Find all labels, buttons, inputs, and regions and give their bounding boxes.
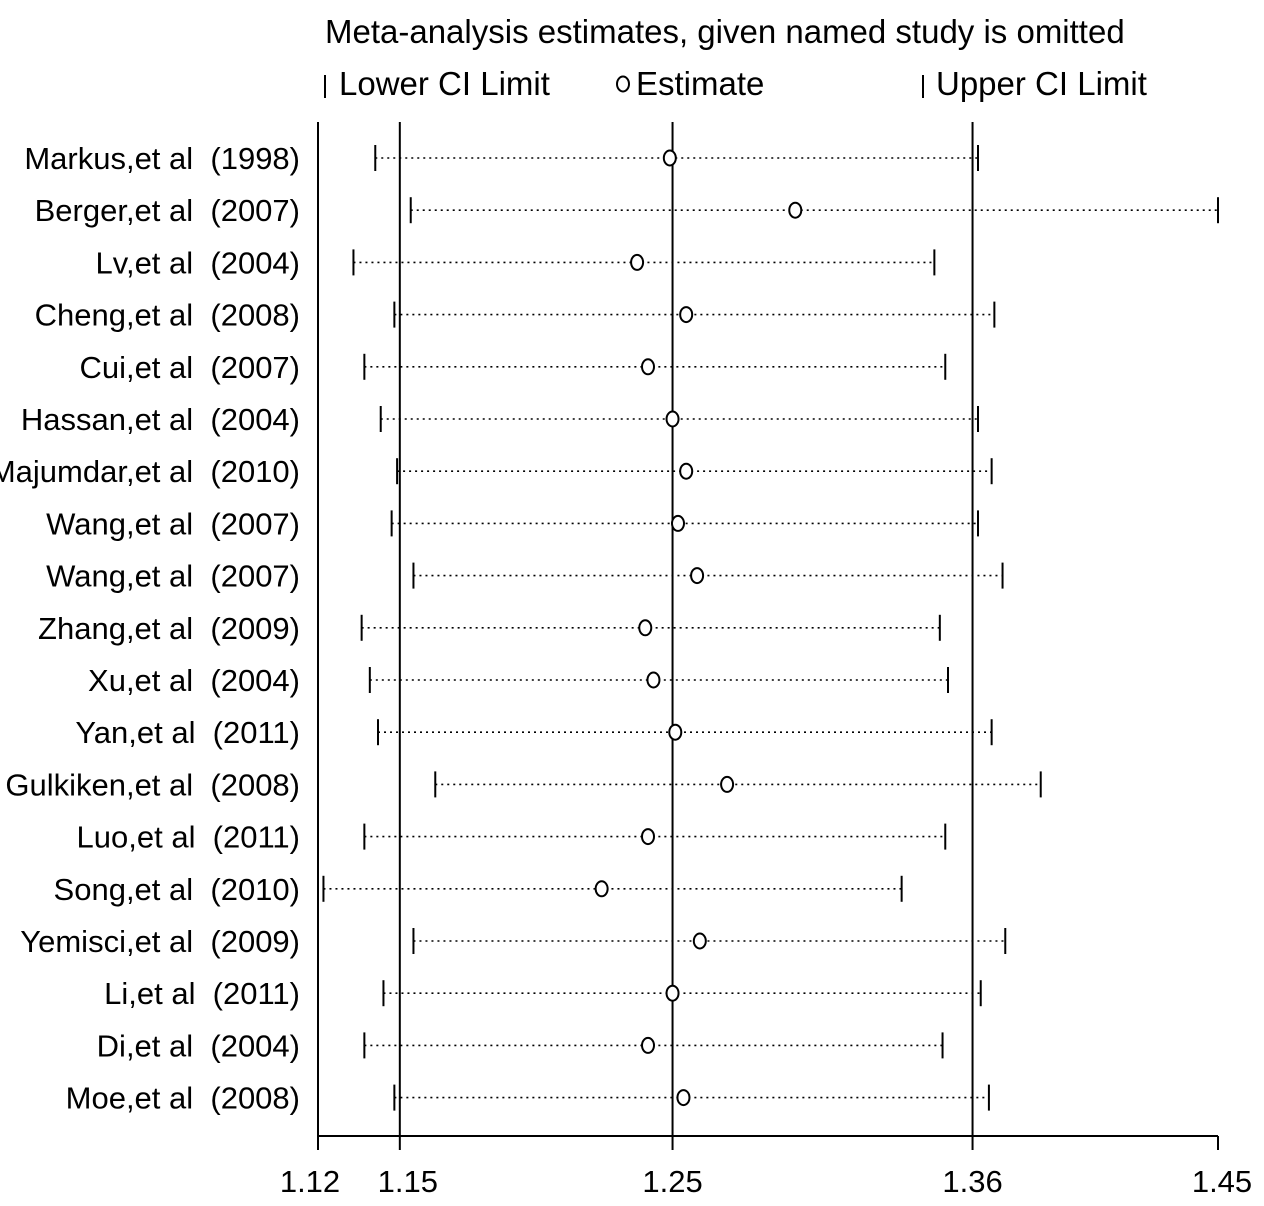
x-axis-ticks: 1.12 1.15 1.25 1.36 1.45 xyxy=(280,1136,1252,1199)
study-label: Song,et al (2010) xyxy=(54,872,300,907)
x-tick-label: 1.36 xyxy=(942,1164,1002,1199)
estimate-marker xyxy=(692,932,707,950)
study-label: Cui,et al (2007) xyxy=(79,350,300,385)
estimate-marker xyxy=(594,880,609,898)
study-row: Yan,et al (2011) xyxy=(75,715,993,750)
study-row: Markus,et al (1998) xyxy=(24,141,979,176)
study-row: Wang,et al (2007) xyxy=(46,506,979,541)
estimate-marker xyxy=(638,619,653,637)
x-tick-label: 1.12 xyxy=(280,1164,340,1199)
study-row: Song,et al (2010) xyxy=(54,872,903,907)
x-tick-label: 1.45 xyxy=(1192,1164,1252,1199)
estimate-marker xyxy=(679,306,694,324)
study-label: Li,et al (2011) xyxy=(104,976,300,1011)
study-row: Gulkiken,et al (2008) xyxy=(5,767,1042,802)
study-label: Cheng,et al (2008) xyxy=(35,298,300,333)
study-label: Gulkiken,et al (2008) xyxy=(5,767,300,802)
estimate-marker xyxy=(665,410,680,428)
study-row: Zhang,et al (2009) xyxy=(38,611,941,646)
study-row: Li,et al (2011) xyxy=(104,976,982,1011)
reference-lines xyxy=(398,122,974,1136)
study-label: Xu,et al (2004) xyxy=(88,663,300,698)
study-label: Lv,et al (2004) xyxy=(96,245,300,280)
chart-title: Meta-analysis estimates, given named stu… xyxy=(325,13,1125,50)
study-row: Hassan,et al (2004) xyxy=(21,402,979,437)
study-row: Moe,et al (2008) xyxy=(66,1081,990,1116)
estimate-marker xyxy=(662,149,677,167)
study-label: Berger,et al (2007) xyxy=(35,193,300,228)
study-label: Hassan,et al (2004) xyxy=(21,402,300,437)
study-row: Di,et al (2004) xyxy=(97,1028,944,1063)
estimate-marker xyxy=(720,775,735,793)
study-row: Wang,et al (2007) xyxy=(46,559,1004,594)
estimate-marker xyxy=(630,253,645,271)
study-row: Lv,et al (2004) xyxy=(96,245,936,280)
estimate-marker xyxy=(690,567,705,585)
legend: Lower CI Limit Estimate Upper CI Limit xyxy=(324,65,1147,102)
estimate-marker xyxy=(641,358,655,376)
x-tick-label: 1.15 xyxy=(378,1164,438,1199)
study-row: Majumdar,et al (2010) xyxy=(0,454,993,489)
estimate-marker xyxy=(665,984,680,1002)
estimate-marker xyxy=(641,828,655,846)
study-label: Majumdar,et al (2010) xyxy=(0,454,300,489)
estimate-marker xyxy=(671,514,685,532)
legend-estimate-label: Estimate xyxy=(636,65,764,102)
estimate-marker xyxy=(641,1036,655,1054)
estimate-marker xyxy=(646,671,661,689)
legend-estimate-symbol xyxy=(616,75,630,93)
x-tick-label: 1.25 xyxy=(642,1164,702,1199)
plot-area xyxy=(317,122,1218,1138)
study-row: Cui,et al (2007) xyxy=(79,350,947,385)
study-label: Zhang,et al (2009) xyxy=(38,611,300,646)
study-row: Berger,et al (2007) xyxy=(35,193,1219,228)
study-label: Moe,et al (2008) xyxy=(66,1081,300,1116)
study-label: Luo,et al (2011) xyxy=(77,820,300,855)
estimate-marker xyxy=(668,723,683,741)
legend-upper-label: Upper CI Limit xyxy=(936,65,1147,102)
legend-lower-label: Lower CI Limit xyxy=(339,65,550,102)
study-rows: Markus,et al (1998) Berger,et al (2007) Lv… xyxy=(0,141,1219,1116)
study-label: Wang,et al (2007) xyxy=(46,506,300,541)
estimate-marker xyxy=(679,462,694,480)
study-label: Wang,et al (2007) xyxy=(46,559,300,594)
study-row: Cheng,et al (2008) xyxy=(35,298,996,333)
study-label: Di,et al (2004) xyxy=(97,1028,300,1063)
study-label: Markus,et al (1998) xyxy=(24,141,300,176)
study-row: Yemisci,et al (2009) xyxy=(20,924,1007,959)
study-row: Luo,et al (2011) xyxy=(77,820,947,855)
study-label: Yemisci,et al (2009) xyxy=(20,924,300,959)
study-label: Yan,et al (2011) xyxy=(75,715,300,750)
estimate-marker xyxy=(788,201,803,219)
estimate-marker xyxy=(676,1089,691,1107)
study-row: Xu,et al (2004) xyxy=(88,663,949,698)
